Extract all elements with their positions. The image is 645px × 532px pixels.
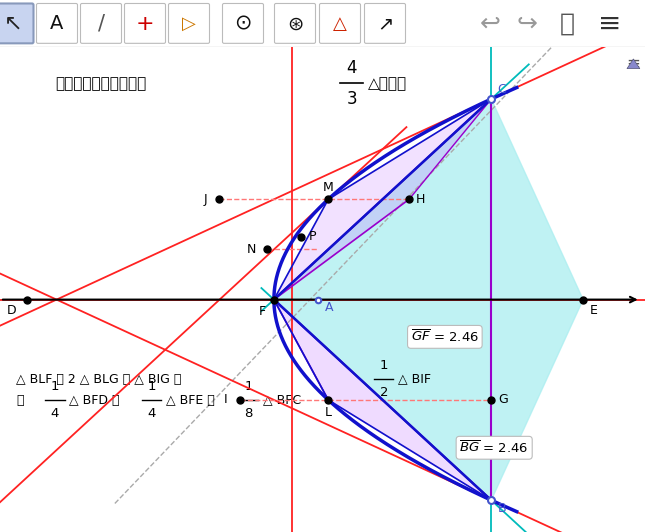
Polygon shape bbox=[274, 99, 491, 300]
Polygon shape bbox=[274, 99, 491, 300]
Text: 1: 1 bbox=[50, 380, 59, 393]
Text: 1: 1 bbox=[244, 380, 253, 393]
FancyBboxPatch shape bbox=[319, 4, 361, 43]
Text: 1: 1 bbox=[379, 359, 388, 372]
Text: 3: 3 bbox=[346, 89, 357, 107]
Text: 8: 8 bbox=[244, 408, 252, 420]
FancyBboxPatch shape bbox=[81, 4, 121, 43]
Text: 4: 4 bbox=[346, 59, 357, 77]
Text: N: N bbox=[247, 243, 257, 256]
Text: △ BIF: △ BIF bbox=[398, 373, 431, 386]
Text: 1: 1 bbox=[147, 380, 156, 393]
Text: G: G bbox=[498, 393, 508, 406]
Text: ↩: ↩ bbox=[479, 12, 501, 36]
Text: △ BLF ＝ 2 △ BLG ＝ △ BIG ＝: △ BLF ＝ 2 △ BLG ＝ △ BIG ＝ bbox=[16, 373, 181, 386]
Text: ≡: ≡ bbox=[599, 10, 622, 38]
Text: $\overline{BG}$ = 2.46: $\overline{BG}$ = 2.46 bbox=[459, 439, 529, 456]
Text: D: D bbox=[6, 304, 16, 317]
Text: ⊙: ⊙ bbox=[234, 14, 252, 34]
Text: 放物線ＣＦＢの面積＝: 放物線ＣＦＢの面積＝ bbox=[55, 76, 146, 90]
Text: I: I bbox=[224, 393, 227, 406]
Text: F: F bbox=[259, 304, 266, 318]
Text: $\overline{GF}$ = 2.46: $\overline{GF}$ = 2.46 bbox=[411, 329, 479, 345]
Text: A: A bbox=[50, 14, 64, 34]
Text: H: H bbox=[416, 193, 425, 206]
Text: B: B bbox=[497, 502, 506, 515]
Polygon shape bbox=[627, 59, 640, 69]
Text: ⊛: ⊛ bbox=[287, 14, 303, 34]
Text: P: P bbox=[309, 230, 317, 243]
Text: ↖: ↖ bbox=[4, 14, 23, 34]
Text: ⌕: ⌕ bbox=[559, 12, 575, 36]
Text: △ BFD ＝: △ BFD ＝ bbox=[69, 394, 119, 406]
Text: J: J bbox=[204, 193, 208, 206]
Text: 4: 4 bbox=[148, 408, 155, 420]
Text: ▷: ▷ bbox=[182, 15, 196, 33]
FancyBboxPatch shape bbox=[168, 4, 210, 43]
Text: △ＦＣＢ: △ＦＣＢ bbox=[368, 76, 407, 90]
Text: /: / bbox=[97, 14, 104, 34]
FancyBboxPatch shape bbox=[37, 4, 77, 43]
FancyBboxPatch shape bbox=[124, 4, 166, 43]
Polygon shape bbox=[274, 300, 491, 500]
Text: ↪: ↪ bbox=[517, 12, 537, 36]
FancyBboxPatch shape bbox=[275, 4, 315, 43]
FancyBboxPatch shape bbox=[364, 4, 406, 43]
Text: 4: 4 bbox=[51, 408, 59, 420]
Text: +: + bbox=[135, 14, 154, 34]
FancyBboxPatch shape bbox=[223, 4, 264, 43]
Text: ≡: ≡ bbox=[626, 54, 640, 72]
FancyBboxPatch shape bbox=[0, 4, 34, 43]
Text: A: A bbox=[325, 301, 334, 314]
Text: C: C bbox=[497, 82, 506, 96]
Text: ＝: ＝ bbox=[16, 394, 24, 406]
Text: △ BFE ＝: △ BFE ＝ bbox=[166, 394, 215, 406]
Text: △ BFC: △ BFC bbox=[263, 394, 301, 406]
Text: 2: 2 bbox=[379, 386, 388, 400]
Text: △: △ bbox=[333, 15, 347, 33]
Text: E: E bbox=[590, 304, 598, 317]
Text: ↗: ↗ bbox=[377, 14, 393, 34]
Polygon shape bbox=[274, 99, 583, 500]
Text: M: M bbox=[323, 180, 333, 194]
Text: L: L bbox=[324, 405, 332, 419]
